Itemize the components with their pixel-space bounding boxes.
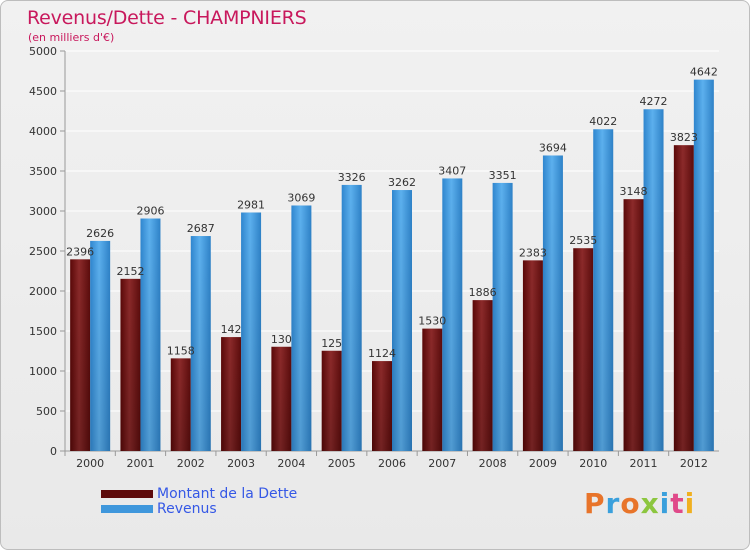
bar-shade-debt [522, 260, 543, 451]
x-tick-label: 2009 [529, 457, 557, 470]
bar-shade-revenue [643, 109, 664, 452]
x-tick-label: 2004 [277, 457, 305, 470]
data-label-revenue: 3326 [338, 171, 366, 184]
y-tick-label: 3000 [29, 205, 57, 218]
x-tick-label: 2012 [680, 457, 708, 470]
data-label-debt: 2535 [569, 234, 597, 247]
bar-shade-revenue [593, 129, 614, 452]
bar-shade-revenue [241, 212, 262, 451]
data-label-debt: 3148 [620, 185, 648, 198]
legend-label-revenue: Revenus [157, 501, 217, 517]
bar-shade-debt [120, 278, 141, 451]
bar-shade-debt [170, 358, 191, 451]
data-label-revenue: 3407 [438, 164, 466, 177]
bar-shade-debt [271, 346, 292, 451]
bar-shade-debt [472, 300, 493, 451]
bars: 2396 2626 2152 2906 1158 2687 142 2981 130 3069 12… [66, 66, 718, 452]
x-tick-label: 2010 [579, 457, 607, 470]
logo-letter: P [584, 487, 606, 520]
data-label-debt: 3823 [670, 131, 698, 144]
bar-shade-revenue [542, 155, 563, 452]
x-axis: 2000 2001 2002 2003 2004 2005 2006 2007 2008 2009… [64, 451, 708, 470]
bar-shade-revenue [442, 178, 463, 451]
bar-shade-debt [372, 361, 392, 451]
data-label-revenue: 2906 [136, 205, 164, 218]
data-label-revenue: 2981 [237, 199, 265, 212]
data-label-debt: 1124 [368, 347, 396, 360]
y-tick-label: 3500 [29, 165, 57, 178]
bar-shade-debt [70, 259, 91, 451]
logo-letter: o [620, 487, 641, 520]
data-label-debt: 142 [221, 323, 242, 336]
bar-shade-debt [573, 248, 594, 451]
chart-subtitle: (en milliers d'€) [28, 31, 115, 44]
bar-shade-debt [321, 350, 342, 451]
data-label-revenue: 4272 [640, 95, 668, 108]
proxiti-logo[interactable]: Proxiti [584, 487, 695, 520]
bar-shade-revenue [341, 184, 362, 452]
data-label-debt: 125 [321, 337, 342, 350]
legend-label-debt: Montant de la Dette [157, 486, 298, 502]
bar-shade-revenue [291, 205, 312, 451]
data-label-debt: 130 [271, 333, 292, 346]
x-tick-label: 2006 [378, 457, 406, 470]
bar-shade-debt [673, 145, 694, 451]
bar-shade-revenue [190, 236, 211, 451]
y-tick-label: 4500 [29, 85, 57, 98]
data-label-revenue: 3694 [539, 141, 567, 154]
y-tick-label: 5000 [29, 45, 57, 58]
logo-letter: r [605, 487, 621, 520]
y-tick-label: 1000 [29, 365, 57, 378]
legend-swatch-debt [101, 490, 153, 498]
x-tick-label: 2005 [328, 457, 356, 470]
x-tick-label: 2000 [76, 457, 104, 470]
y-tick-label: 1500 [29, 325, 57, 338]
y-tick-label: 0 [50, 445, 57, 458]
logo-letter: i [684, 487, 696, 520]
x-tick-label: 2011 [630, 457, 658, 470]
x-tick-label: 2001 [126, 457, 154, 470]
data-label-revenue: 3351 [489, 169, 517, 182]
data-label-debt: 1530 [418, 315, 446, 328]
legend-swatch-revenue [101, 505, 153, 513]
logo-letter: x [640, 487, 660, 520]
y-tick-label: 2500 [29, 245, 57, 258]
x-tick-label: 2008 [479, 457, 507, 470]
x-tick-label: 2002 [177, 457, 205, 470]
data-label-revenue: 2626 [86, 227, 114, 240]
bar-shade-debt [623, 199, 644, 451]
bar-shade-revenue [492, 182, 513, 452]
data-label-debt: 2383 [519, 246, 547, 259]
data-label-debt: 2396 [66, 245, 94, 258]
data-label-debt: 1886 [469, 286, 497, 299]
data-label-debt: 1158 [167, 344, 195, 357]
data-label-revenue: 4642 [690, 66, 718, 79]
y-tick-label: 2000 [29, 285, 57, 298]
logo-letter: i [659, 487, 671, 520]
bar-shade-debt [221, 337, 242, 451]
x-tick-label: 2007 [428, 457, 456, 470]
y-tick-label: 4000 [29, 125, 57, 138]
data-label-revenue: 4022 [589, 115, 617, 128]
data-label-revenue: 2687 [187, 222, 215, 235]
data-label-revenue: 3069 [287, 191, 315, 204]
data-label-debt: 2152 [116, 265, 144, 278]
x-tick-label: 2003 [227, 457, 255, 470]
bar-shade-revenue [693, 79, 714, 451]
chart-title: Revenus/Dette - CHAMPNIERS [27, 7, 307, 29]
bar-shade-revenue [90, 240, 111, 451]
y-tick-label: 500 [36, 405, 57, 418]
data-label-revenue: 3262 [388, 176, 416, 189]
logo-letter: t [670, 487, 685, 520]
bar-shade-debt [422, 328, 443, 451]
bar-shade-revenue [392, 190, 412, 452]
y-axis: 0 500 1000 1500 2000 2500 3000 3500 4000 4500 5000 [29, 45, 719, 458]
bar-shade-revenue [140, 218, 161, 451]
